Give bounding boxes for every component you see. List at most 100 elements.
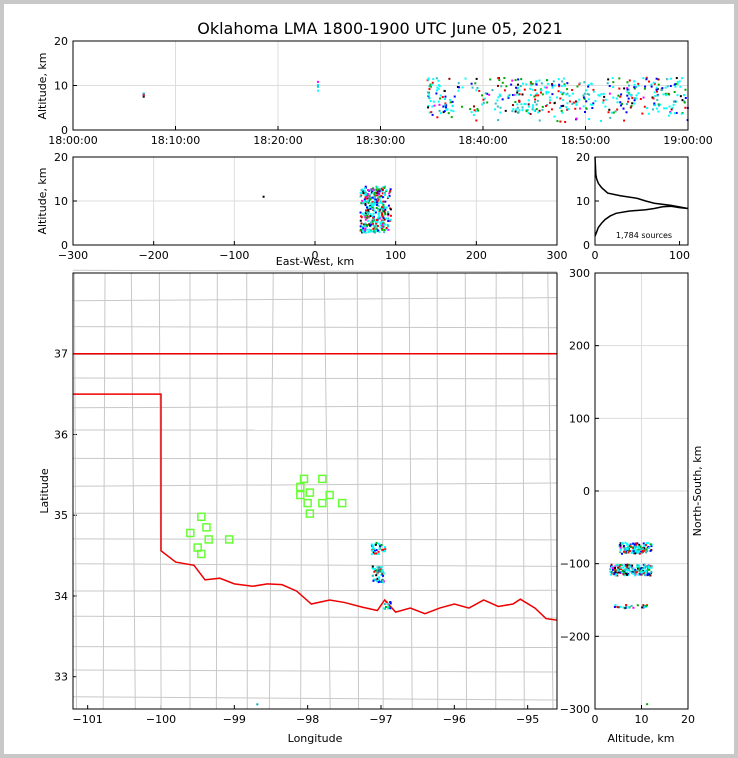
source-dot — [376, 191, 379, 194]
source-dot — [451, 100, 454, 103]
source-dot — [645, 542, 648, 545]
source-dot — [586, 92, 589, 95]
source-dot — [638, 573, 641, 576]
source-dot — [381, 202, 384, 205]
source-dot — [369, 221, 372, 224]
source-dot — [383, 218, 386, 221]
source-dot — [574, 100, 577, 103]
source-dot — [627, 551, 630, 554]
source-dot — [618, 565, 621, 568]
source-dot — [372, 227, 375, 230]
x-tick-label: −300 — [58, 249, 88, 262]
source-dot — [381, 206, 384, 209]
source-dot — [381, 223, 384, 226]
source-dot — [653, 82, 656, 85]
county-line — [72, 563, 558, 567]
source-dot — [627, 84, 630, 87]
source-dot — [614, 567, 617, 569]
y-axis-label-time-height: Altitude, km — [36, 52, 49, 119]
source-dot — [588, 118, 591, 121]
source-dot — [376, 225, 379, 228]
county-line — [72, 696, 558, 701]
source-dot — [602, 99, 605, 102]
source-dot — [498, 79, 501, 82]
y-tick-label: 100 — [569, 412, 590, 425]
source-dot — [553, 102, 556, 105]
source-dot — [616, 564, 619, 567]
source-dot — [620, 568, 623, 571]
source-dot — [627, 88, 630, 91]
county-line — [547, 272, 554, 710]
source-dot — [368, 228, 371, 231]
source-dot — [444, 102, 447, 105]
x-tick-label: 18:40:00 — [458, 134, 507, 147]
x-tick-label: 0 — [312, 249, 319, 262]
source-dot — [664, 86, 667, 89]
source-dot — [376, 201, 379, 204]
source-dot — [382, 222, 385, 225]
source-dot — [633, 102, 636, 105]
source-dot — [378, 188, 381, 191]
source-dot — [520, 78, 523, 81]
source-dot — [684, 88, 687, 91]
source-dot — [639, 571, 642, 574]
source-dot — [362, 192, 365, 195]
source-dot — [377, 213, 380, 216]
source-dot — [627, 549, 630, 552]
axes-frame — [72, 156, 558, 246]
source-dot — [316, 83, 319, 86]
source-dot — [627, 547, 630, 550]
source-dot — [432, 100, 435, 103]
source-dot — [556, 96, 559, 99]
source-dot — [366, 224, 369, 227]
source-dot — [645, 543, 648, 546]
source-dot — [650, 572, 653, 575]
source-dot — [616, 574, 619, 577]
source-dot — [373, 550, 376, 553]
county-line — [464, 272, 467, 710]
source-dot — [585, 100, 588, 103]
source-dot — [620, 541, 623, 544]
source-dot — [622, 606, 625, 609]
source-dot — [370, 223, 373, 226]
source-dot — [616, 605, 619, 608]
source-dot — [378, 576, 381, 579]
source-dot — [638, 550, 641, 553]
county-line — [215, 272, 218, 710]
source-dot — [644, 85, 647, 88]
figure-frame: Oklahoma LMA 1800-1900 UTC June 05, 2021… — [4, 4, 734, 754]
source-dot — [622, 550, 625, 553]
source-dot — [621, 102, 624, 105]
source-dot — [518, 109, 521, 112]
source-dot — [497, 119, 500, 122]
source-dot — [380, 190, 383, 193]
source-dot — [456, 85, 459, 88]
source-dot — [633, 99, 636, 102]
source-dot — [626, 566, 629, 569]
source-dot — [635, 571, 638, 574]
source-dot — [609, 573, 612, 576]
source-dot — [614, 110, 617, 113]
source-dot — [616, 101, 619, 104]
source-dot — [389, 208, 392, 211]
source-dot — [625, 572, 628, 575]
source-dot — [383, 185, 386, 188]
source-dot — [372, 216, 375, 219]
source-dot — [386, 224, 389, 227]
source-dot — [384, 206, 387, 209]
source-dot — [359, 219, 362, 222]
source-dot — [427, 94, 430, 97]
source-dot — [361, 188, 364, 191]
source-dot — [366, 207, 369, 210]
source-dot — [525, 108, 528, 111]
source-dot — [619, 546, 622, 549]
source-dot — [471, 86, 474, 89]
source-dot — [517, 111, 520, 114]
source-dot — [501, 81, 504, 84]
source-dot — [369, 207, 372, 210]
source-dot — [380, 566, 383, 569]
source-dot — [615, 564, 618, 567]
source-dot — [644, 570, 647, 573]
source-dot — [445, 108, 448, 111]
source-dot — [375, 569, 378, 572]
